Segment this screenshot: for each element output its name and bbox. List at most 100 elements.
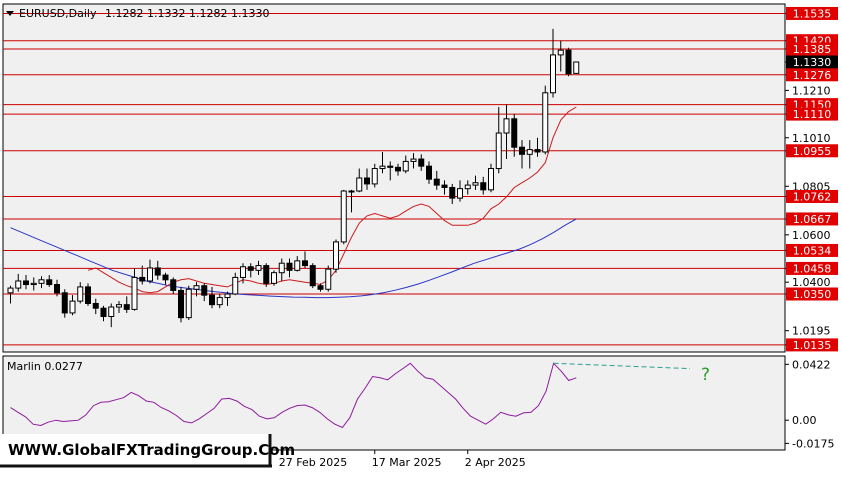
candle-bull bbox=[69, 300, 76, 314]
level-price-label: 1.0135 bbox=[793, 339, 832, 352]
candle-bull bbox=[550, 54, 556, 94]
candle-bull bbox=[77, 286, 84, 302]
sub-y-tick-label: 0.0422 bbox=[792, 358, 831, 371]
level-price-label: 1.1385 bbox=[793, 43, 832, 56]
candle-bull bbox=[472, 182, 479, 186]
collapse-arrow-icon[interactable] bbox=[6, 11, 14, 16]
x-tick-label: 2 Apr 2025 bbox=[465, 456, 526, 469]
level-price-box bbox=[786, 261, 838, 275]
candle-bear bbox=[309, 265, 316, 287]
candle-bull bbox=[333, 241, 339, 270]
level-price-label: 1.1535 bbox=[793, 7, 832, 20]
candle-bull bbox=[185, 288, 192, 319]
level-price-label: 1.0534 bbox=[793, 244, 832, 257]
candle-bear bbox=[395, 166, 401, 172]
level-price-box bbox=[786, 68, 838, 82]
candle-bear bbox=[46, 279, 53, 286]
candle-bear bbox=[480, 182, 487, 191]
question-mark: ? bbox=[701, 365, 710, 385]
candle-bear bbox=[534, 149, 541, 153]
y-tick-label: 1.0400 bbox=[792, 276, 831, 289]
candle-bull bbox=[495, 132, 502, 170]
candle-bull bbox=[542, 92, 549, 153]
candle-bull bbox=[503, 118, 510, 134]
level-price-label: 1.0667 bbox=[793, 213, 832, 226]
envelope-line bbox=[87, 106, 577, 294]
candle-bear bbox=[449, 186, 456, 199]
current-price-label: 1.1330 bbox=[793, 56, 832, 69]
level-price-box bbox=[786, 243, 838, 257]
level-price-box bbox=[786, 6, 838, 20]
candle-bear bbox=[511, 118, 518, 148]
chart-header: EURUSD,Daily 1.1282 1.1332 1.1282 1.1330 bbox=[6, 7, 269, 20]
candle-bear bbox=[54, 284, 60, 294]
y-tick-label: 1.1010 bbox=[792, 132, 831, 145]
candle-bull bbox=[193, 285, 200, 290]
price-levels bbox=[3, 12, 785, 346]
candle-bull bbox=[340, 190, 347, 243]
candle-bear bbox=[317, 285, 324, 290]
marlin-trend-hint bbox=[553, 362, 691, 370]
candle-bear bbox=[139, 276, 146, 282]
level-price-box bbox=[786, 212, 838, 226]
candle-bear bbox=[247, 266, 254, 271]
candle-bull bbox=[116, 304, 122, 308]
candle-bull bbox=[108, 306, 115, 317]
candle-bear bbox=[519, 146, 525, 155]
candle-bull bbox=[371, 168, 378, 185]
candle-bull bbox=[147, 267, 153, 282]
candle-bear bbox=[418, 158, 425, 167]
ohlc-label: 1.1282 1.1332 1.1282 1.1330 bbox=[105, 7, 269, 20]
candle-bull bbox=[271, 272, 277, 284]
marlin-panel: 0.0422 0.00 -0.0175 bbox=[10, 358, 834, 450]
candle-bull bbox=[278, 262, 285, 274]
x-tick-label: 27 Feb 2025 bbox=[279, 456, 347, 469]
level-price-box bbox=[786, 287, 838, 301]
candle-bull bbox=[30, 282, 37, 286]
level-price-box bbox=[786, 42, 838, 56]
candle-bull bbox=[240, 266, 246, 278]
sub-y-tick-label: -0.0175 bbox=[792, 437, 834, 450]
main-plot-frame bbox=[2, 3, 786, 353]
candle-bear bbox=[565, 49, 572, 75]
level-price-label: 1.0955 bbox=[793, 145, 832, 158]
indicator-label: Marlin 0.0277 bbox=[7, 360, 83, 373]
candle-bear bbox=[61, 292, 68, 314]
candle-bull bbox=[131, 276, 138, 310]
y-tick-label: 1.1210 bbox=[792, 84, 831, 97]
level-price-label: 1.0458 bbox=[793, 262, 832, 275]
candle-bull bbox=[526, 149, 533, 155]
level-price-label: 1.1110 bbox=[793, 108, 832, 121]
candle-bull bbox=[224, 293, 231, 299]
candle-bull bbox=[216, 297, 223, 306]
current-price-box bbox=[786, 55, 838, 69]
marlin-line bbox=[10, 362, 577, 429]
candle-bear bbox=[441, 184, 448, 188]
candle-bear bbox=[23, 280, 29, 286]
candle-bull bbox=[488, 168, 494, 191]
candle-bull bbox=[379, 165, 386, 170]
symbol-label: EURUSD,Daily bbox=[19, 7, 97, 20]
sub-y-tick-label: 0.00 bbox=[792, 414, 817, 427]
level-price-label: 1.1276 bbox=[793, 69, 832, 82]
level-price-box bbox=[786, 189, 838, 203]
candle-bull bbox=[573, 61, 580, 74]
candle-bull bbox=[7, 287, 14, 294]
candle-bear bbox=[162, 274, 169, 281]
candle-bull bbox=[557, 49, 564, 56]
price-axis: 1.15351.14201.13851.13301.12761.12101.11… bbox=[785, 6, 838, 352]
candle-bear bbox=[302, 260, 308, 267]
level-price-label: 1.0350 bbox=[793, 288, 832, 301]
candle-bear bbox=[286, 262, 293, 271]
level-price-box bbox=[786, 107, 838, 121]
candle-bull bbox=[38, 279, 45, 284]
candle-bull bbox=[325, 268, 332, 290]
candle-bull bbox=[457, 188, 463, 199]
candle-bear bbox=[92, 302, 99, 309]
candle-bear bbox=[364, 177, 370, 185]
candle-bear bbox=[100, 307, 107, 317]
candle-bear bbox=[263, 265, 270, 284]
candle-bear bbox=[154, 267, 161, 276]
